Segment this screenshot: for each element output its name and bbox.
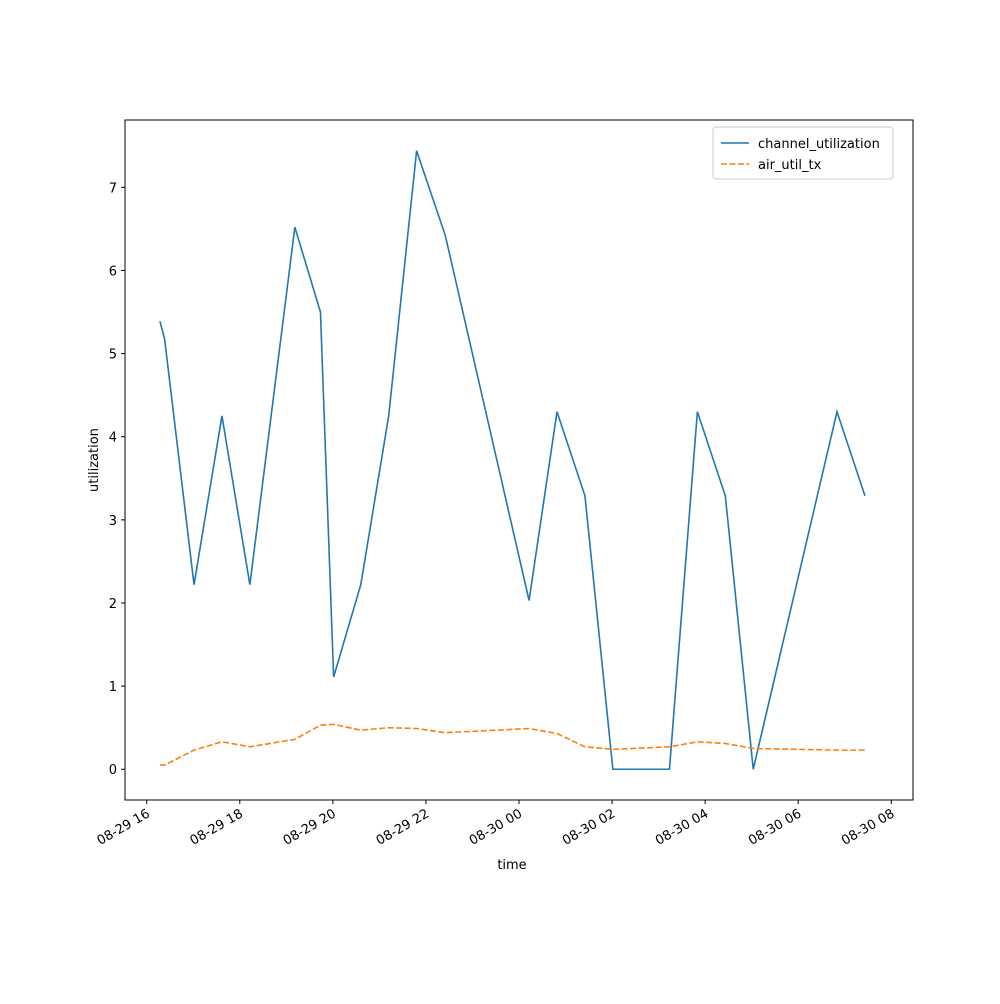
series-line bbox=[159, 150, 866, 771]
series-line bbox=[159, 723, 865, 766]
x-axis-label: time bbox=[497, 858, 526, 873]
legend-label: channel_utilization bbox=[758, 137, 880, 152]
y-tick-label: 3 bbox=[109, 514, 117, 529]
legend-box bbox=[712, 126, 894, 180]
y-tick-label: 4 bbox=[109, 431, 117, 446]
y-tick-label: 7 bbox=[109, 181, 117, 196]
y-tick-label: 2 bbox=[109, 597, 117, 612]
legend: channel_utilization air_util_tx bbox=[712, 126, 894, 180]
plot-frame bbox=[124, 119, 914, 801]
legend-label: air_util_tx bbox=[758, 158, 822, 173]
y-axis-label: utilization bbox=[87, 428, 102, 492]
y-tick-label: 1 bbox=[109, 680, 117, 695]
y-tick-label: 6 bbox=[109, 264, 117, 279]
y-tick-label: 5 bbox=[109, 348, 117, 363]
y-tick-label: 0 bbox=[109, 763, 117, 778]
